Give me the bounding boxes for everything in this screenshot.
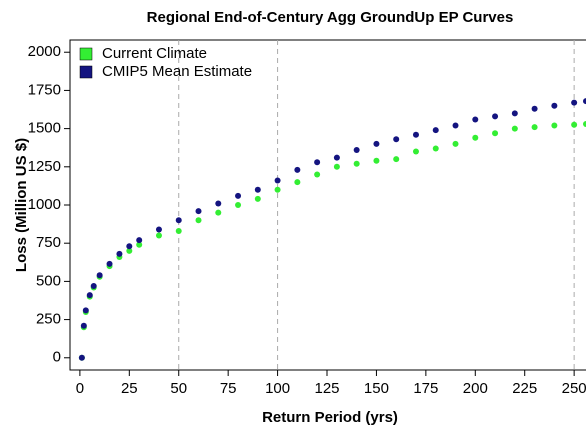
data-point (294, 179, 301, 186)
data-point (136, 237, 143, 244)
plot-frame (69, 39, 586, 371)
x-tick-label: 200 (463, 380, 488, 397)
data-point (116, 250, 123, 257)
y-tick-label: 750 (36, 234, 61, 251)
x-tick-label: 75 (220, 380, 237, 397)
data-point (511, 110, 518, 117)
data-point (78, 354, 85, 361)
data-point (90, 282, 97, 289)
data-point (195, 217, 202, 224)
x-tick-label: 0 (76, 380, 84, 397)
y-axis-title: Loss (Million US $) (13, 138, 30, 272)
data-point (126, 247, 133, 254)
data-point (583, 98, 586, 105)
data-point (136, 241, 143, 248)
data-point (531, 105, 538, 112)
data-point (492, 113, 499, 120)
data-point (235, 202, 242, 208)
y-tick-label: 250 (36, 311, 61, 328)
legend-label: Current Climate (102, 45, 207, 62)
x-tick-label: 125 (314, 380, 339, 397)
legend-swatch (79, 65, 93, 79)
data-point (353, 147, 360, 153)
data-point (155, 226, 162, 233)
data-point (412, 148, 419, 155)
y-tick-label: 1500 (28, 120, 61, 137)
data-point (215, 209, 222, 216)
data-point (80, 322, 87, 329)
data-point (175, 217, 182, 224)
data-point (235, 192, 242, 199)
data-point (432, 127, 439, 134)
data-point (373, 140, 380, 147)
data-point (452, 122, 459, 129)
data-point (86, 292, 93, 299)
x-tick-label: 100 (265, 380, 290, 397)
x-tick-label: 250 (562, 380, 586, 397)
data-point (215, 200, 222, 207)
data-point (472, 116, 479, 123)
data-point (393, 136, 400, 143)
data-point (333, 163, 340, 170)
x-tick-label: 25 (121, 380, 138, 397)
data-point (472, 134, 479, 141)
data-point (175, 227, 182, 234)
data-point (294, 166, 301, 173)
data-point (274, 186, 281, 193)
y-tick-label: 1000 (28, 196, 61, 213)
data-point (373, 157, 380, 164)
data-point (571, 121, 578, 128)
chart-title: Regional End-of-Century Agg GroundUp EP … (147, 9, 514, 26)
data-point (254, 186, 261, 193)
data-point (393, 156, 400, 163)
data-point (412, 131, 419, 138)
data-point (195, 208, 202, 215)
data-point (551, 102, 558, 109)
data-point (432, 145, 439, 152)
y-tick-label: 500 (36, 272, 61, 289)
data-point (511, 125, 518, 132)
y-tick-label: 1250 (28, 158, 61, 175)
data-point (126, 243, 133, 250)
x-tick-label: 175 (413, 380, 438, 397)
data-point (314, 171, 321, 178)
data-point (82, 307, 89, 314)
y-tick-label: 1750 (28, 81, 61, 98)
data-point (254, 195, 261, 202)
data-point (531, 124, 538, 131)
x-tick-label: 150 (364, 380, 389, 397)
data-point (333, 154, 340, 161)
data-point (314, 159, 321, 166)
data-point (452, 140, 459, 147)
data-point (96, 272, 103, 279)
data-point (583, 121, 586, 128)
y-tick-label: 2000 (28, 43, 61, 60)
x-tick-label: 225 (512, 380, 537, 397)
legend-swatch (79, 47, 93, 61)
y-tick-label: 0 (53, 349, 61, 366)
data-point (155, 232, 162, 239)
data-point (106, 260, 113, 267)
x-tick-label: 50 (170, 380, 187, 397)
x-axis-title: Return Period (yrs) (262, 409, 398, 426)
data-point (551, 122, 558, 129)
legend-label: CMIP5 Mean Estimate (102, 63, 252, 80)
data-point (353, 160, 360, 167)
data-point (492, 130, 499, 137)
data-point (274, 177, 281, 184)
data-point (571, 99, 578, 106)
